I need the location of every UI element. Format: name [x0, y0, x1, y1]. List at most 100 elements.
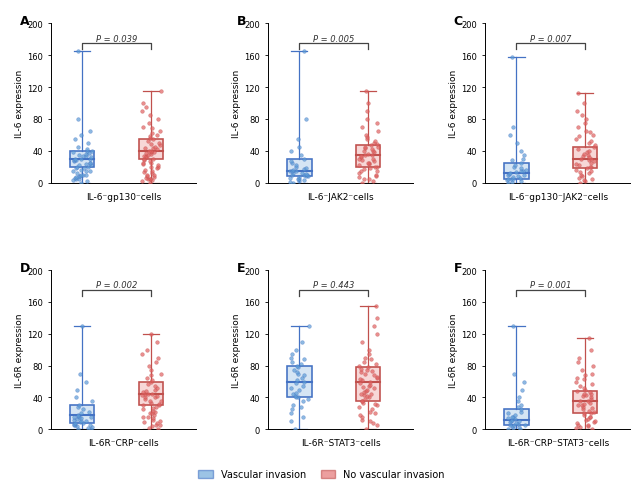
- Point: [359, 388, 370, 396]
- Point: [367, 356, 377, 364]
- Point: [77, 132, 87, 140]
- Point: [143, 380, 153, 388]
- Point: [585, 388, 595, 396]
- Point: [507, 179, 518, 186]
- Point: [584, 147, 594, 155]
- Point: [365, 418, 376, 426]
- Point: [85, 160, 95, 167]
- Point: [75, 418, 86, 426]
- Point: [291, 389, 301, 397]
- Point: [509, 421, 520, 428]
- Point: [577, 366, 587, 374]
- Point: [584, 407, 594, 415]
- Point: [357, 338, 367, 346]
- Point: [71, 175, 81, 183]
- Point: [359, 395, 370, 403]
- Point: [69, 156, 80, 163]
- Point: [287, 406, 297, 413]
- Point: [571, 378, 581, 386]
- Point: [75, 409, 86, 417]
- Point: [502, 177, 512, 185]
- Point: [507, 124, 518, 132]
- Bar: [356, 146, 381, 167]
- Point: [509, 162, 520, 170]
- Point: [146, 163, 156, 171]
- Point: [510, 415, 520, 423]
- Bar: [287, 160, 311, 177]
- Point: [287, 167, 297, 175]
- Point: [150, 386, 160, 394]
- Point: [507, 157, 517, 165]
- Point: [354, 162, 364, 170]
- Point: [354, 403, 364, 411]
- Point: [156, 370, 166, 378]
- Point: [69, 420, 79, 428]
- Point: [71, 157, 81, 165]
- Point: [574, 133, 584, 141]
- Point: [589, 158, 599, 166]
- Point: [516, 402, 526, 409]
- Point: [82, 178, 92, 185]
- Point: [579, 100, 589, 108]
- Point: [359, 147, 370, 155]
- Point: [356, 179, 367, 187]
- Point: [507, 322, 518, 330]
- Point: [293, 368, 303, 376]
- Point: [575, 169, 585, 177]
- Point: [520, 152, 530, 160]
- Text: P = 0.002: P = 0.002: [96, 281, 138, 290]
- Bar: [140, 382, 163, 406]
- Point: [584, 140, 594, 147]
- Point: [80, 167, 91, 175]
- Point: [586, 346, 596, 354]
- Point: [138, 161, 149, 169]
- Point: [514, 426, 525, 433]
- Point: [362, 108, 372, 116]
- Point: [138, 100, 148, 108]
- Point: [82, 146, 93, 154]
- Point: [358, 384, 368, 391]
- Point: [293, 370, 303, 378]
- Point: [71, 394, 82, 402]
- Point: [71, 170, 82, 178]
- Point: [572, 422, 583, 429]
- Bar: [574, 147, 597, 169]
- Point: [363, 386, 373, 394]
- Point: [149, 416, 159, 424]
- Point: [359, 391, 370, 399]
- Point: [153, 116, 163, 123]
- Point: [585, 163, 595, 171]
- Point: [372, 422, 382, 429]
- Point: [372, 330, 383, 338]
- X-axis label: IL-6⁻JAK2⁻cells: IL-6⁻JAK2⁻cells: [307, 192, 374, 201]
- Point: [141, 154, 151, 162]
- Text: C: C: [453, 15, 463, 28]
- Point: [297, 170, 307, 178]
- Point: [299, 371, 309, 379]
- Point: [372, 120, 383, 127]
- Point: [146, 149, 156, 157]
- Point: [511, 411, 521, 419]
- Point: [517, 386, 527, 394]
- Point: [82, 424, 93, 432]
- Point: [583, 421, 593, 428]
- Point: [294, 174, 304, 182]
- Point: [68, 149, 78, 157]
- Point: [514, 423, 525, 431]
- Point: [74, 152, 84, 160]
- Point: [69, 158, 80, 166]
- Point: [354, 170, 365, 178]
- Point: [573, 358, 583, 366]
- Point: [588, 143, 599, 151]
- Text: P = 0.443: P = 0.443: [313, 281, 354, 290]
- Point: [581, 165, 592, 173]
- Point: [356, 390, 367, 398]
- Point: [155, 142, 165, 150]
- Point: [359, 166, 369, 174]
- Point: [518, 378, 529, 386]
- Point: [137, 108, 147, 116]
- Point: [73, 48, 84, 56]
- Point: [577, 112, 587, 120]
- Point: [590, 418, 600, 426]
- Bar: [140, 382, 163, 406]
